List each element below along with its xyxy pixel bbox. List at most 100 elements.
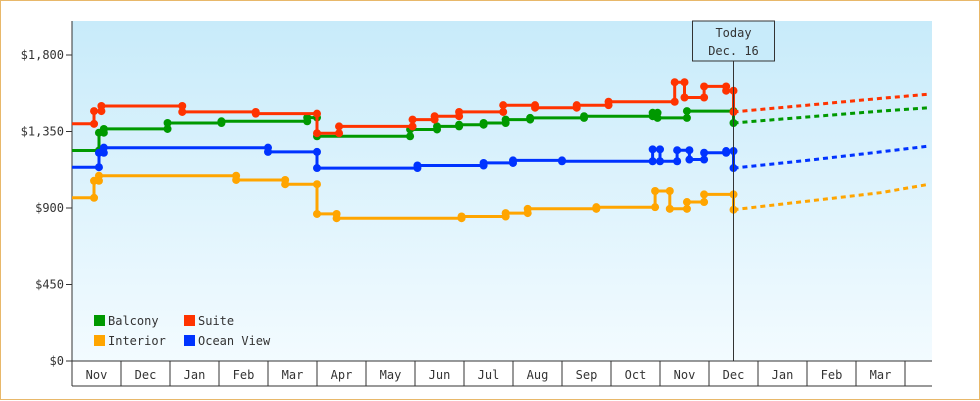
data-point-suite bbox=[313, 109, 321, 118]
series-forecast-suite bbox=[733, 92, 930, 114]
series-forecast-balcony bbox=[733, 106, 930, 125]
data-point-suite bbox=[90, 107, 99, 116]
series-forecast-ocean-view bbox=[733, 144, 930, 170]
today-label: Today bbox=[715, 26, 751, 40]
data-point-balcony bbox=[99, 124, 108, 133]
data-point-balcony bbox=[479, 119, 488, 127]
data-point-interior bbox=[651, 203, 660, 212]
data-point-interior bbox=[232, 175, 241, 184]
data-point-ocean-view bbox=[99, 143, 108, 152]
data-point-ocean-view bbox=[656, 145, 664, 154]
x-tick-label: Aug bbox=[527, 368, 549, 382]
data-point-balcony bbox=[526, 113, 535, 122]
x-tick-label: Jul bbox=[478, 368, 500, 382]
x-tick-label: Mar bbox=[870, 368, 892, 382]
data-point-suite bbox=[670, 78, 679, 87]
data-point-interior bbox=[651, 187, 660, 195]
data-point-suite bbox=[722, 86, 731, 95]
data-point-interior bbox=[665, 187, 674, 195]
x-tick-label: May bbox=[380, 368, 402, 382]
data-point-interior bbox=[313, 180, 321, 189]
x-tick-label: Dec bbox=[723, 368, 745, 382]
data-point-suite bbox=[313, 129, 321, 138]
data-point-suite bbox=[499, 107, 508, 116]
legend-label-interior: Interior bbox=[108, 334, 166, 348]
today-marker: Today Dec. 16 bbox=[692, 20, 775, 361]
today-date: Dec. 16 bbox=[708, 44, 759, 58]
data-point-interior bbox=[281, 180, 290, 189]
y-tick-label: $1,350 bbox=[21, 125, 64, 139]
y-tick-label: $0 bbox=[50, 354, 64, 368]
data-point-suite bbox=[251, 109, 260, 118]
x-tick-label: Jan bbox=[772, 368, 794, 382]
data-point-ocean-view bbox=[648, 145, 657, 154]
y-tick-label: $450 bbox=[35, 278, 64, 292]
data-point-ocean-view bbox=[673, 157, 682, 166]
data-point-interior bbox=[523, 204, 532, 213]
data-point-balcony bbox=[303, 113, 312, 122]
data-point-balcony bbox=[217, 117, 226, 126]
data-point-balcony bbox=[163, 119, 172, 127]
x-tick-label: Feb bbox=[821, 368, 843, 382]
x-tick-label: Sep bbox=[576, 368, 598, 382]
data-point-suite bbox=[335, 122, 344, 131]
data-point-balcony bbox=[163, 124, 172, 133]
data-point-suite bbox=[335, 129, 344, 138]
data-point-interior bbox=[332, 214, 341, 223]
data-point-balcony bbox=[433, 122, 442, 131]
series-forecast-interior bbox=[733, 182, 930, 212]
data-point-ocean-view bbox=[700, 155, 709, 164]
data-point-balcony bbox=[580, 112, 589, 121]
data-point-suite bbox=[670, 97, 679, 106]
data-point-interior bbox=[682, 204, 691, 213]
x-tick-label: Nov bbox=[86, 368, 108, 382]
legend-swatch-ocean-view bbox=[184, 335, 195, 346]
data-point-ocean-view bbox=[685, 146, 694, 155]
data-point-ocean-view bbox=[313, 164, 321, 173]
data-point-balcony bbox=[653, 113, 662, 122]
data-point-balcony bbox=[682, 113, 691, 122]
data-point-ocean-view bbox=[656, 157, 664, 166]
data-point-ocean-view bbox=[313, 147, 321, 156]
data-point-suite bbox=[455, 107, 464, 116]
data-point-balcony bbox=[455, 120, 464, 129]
data-point-ocean-view bbox=[648, 157, 657, 166]
y-tick-label: $1,800 bbox=[21, 48, 64, 62]
data-point-suite bbox=[680, 78, 689, 87]
data-point-interior bbox=[682, 198, 691, 207]
x-tick-label: Oct bbox=[625, 368, 647, 382]
data-point-ocean-view bbox=[94, 163, 103, 172]
data-point-suite bbox=[531, 103, 540, 112]
today-box bbox=[692, 20, 775, 62]
data-point-suite bbox=[430, 112, 439, 121]
data-point-interior bbox=[501, 209, 510, 218]
legend-label-ocean-view: Ocean View bbox=[198, 334, 271, 348]
data-point-suite bbox=[408, 115, 417, 124]
data-point-suite bbox=[97, 102, 106, 110]
x-tick-label: Apr bbox=[331, 368, 353, 382]
plot-area bbox=[72, 21, 932, 361]
x-tick-label: Jan bbox=[184, 368, 206, 382]
data-point-suite bbox=[604, 97, 613, 106]
data-point-suite bbox=[178, 102, 187, 110]
data-point-ocean-view bbox=[413, 161, 422, 170]
data-point-ocean-view bbox=[264, 147, 272, 156]
data-point-interior bbox=[90, 193, 99, 202]
data-point-ocean-view bbox=[700, 148, 709, 157]
data-point-suite bbox=[572, 101, 581, 110]
x-tick-label: Dec bbox=[135, 368, 157, 382]
data-point-interior bbox=[457, 212, 466, 221]
legend-swatch-balcony bbox=[94, 315, 105, 326]
data-point-interior bbox=[94, 171, 103, 180]
legend-label-suite: Suite bbox=[198, 314, 234, 328]
legend-swatch-suite bbox=[184, 315, 195, 326]
data-point-ocean-view bbox=[685, 155, 694, 164]
x-tick-label: Nov bbox=[674, 368, 696, 382]
data-point-balcony bbox=[501, 115, 510, 124]
data-point-suite bbox=[680, 93, 689, 102]
data-point-suite bbox=[90, 119, 99, 128]
data-point-interior bbox=[700, 198, 709, 207]
data-point-interior bbox=[592, 203, 601, 212]
